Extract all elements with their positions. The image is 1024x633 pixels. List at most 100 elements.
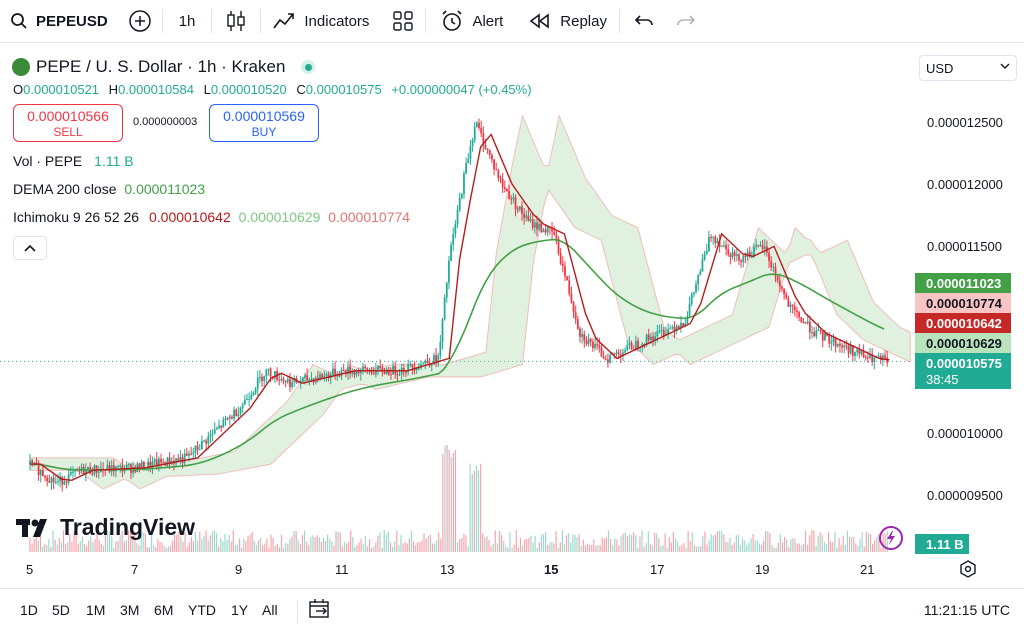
search-icon: [11, 13, 27, 29]
volume-bar: [876, 537, 878, 552]
volume-bar: [232, 530, 234, 552]
time-tick: 19: [755, 562, 770, 577]
candle-body: [54, 482, 57, 484]
candle-body: [261, 376, 263, 381]
range-1d[interactable]: 1D: [20, 602, 38, 618]
volume-bar: [568, 533, 570, 552]
volume-legend[interactable]: Vol · PEPE 1.11 B: [13, 153, 134, 169]
volume-bar: [291, 536, 293, 552]
candle-body: [188, 453, 190, 456]
candle-body: [310, 378, 313, 380]
volume-bar: [109, 532, 111, 552]
ichimoku-legend[interactable]: Ichimoku 9 26 52 26 0.000010642 0.000010…: [13, 209, 410, 225]
redo-button[interactable]: [668, 0, 704, 42]
axis-settings-icon[interactable]: [959, 560, 977, 578]
candle-body: [598, 345, 601, 348]
price-tick: 0.000012500: [927, 115, 1003, 130]
time-axis[interactable]: 5 7 9 11 13 15 17 19 21: [0, 558, 1024, 580]
candle-body: [533, 222, 536, 228]
candle-body: [576, 319, 579, 329]
candle-body: [841, 345, 843, 348]
range-all[interactable]: All: [262, 602, 278, 618]
candle-body: [796, 310, 798, 313]
tradingview-logo[interactable]: TradingView: [16, 514, 195, 541]
candle-body: [596, 343, 599, 346]
volume-bar: [614, 538, 616, 552]
volume-bar: [616, 539, 618, 552]
alert-button[interactable]: Alert: [426, 0, 517, 42]
lightning-button[interactable]: [879, 526, 903, 550]
layouts-button[interactable]: [381, 0, 425, 42]
volume-bar: [467, 546, 469, 552]
candle-body: [258, 376, 261, 378]
candle-body: [340, 369, 343, 377]
dema-legend[interactable]: DEMA 200 close 0.000011023: [13, 181, 205, 197]
symbol-search[interactable]: PEPEUSD: [0, 0, 118, 42]
sell-label: SELL: [53, 125, 83, 139]
candle-body: [869, 354, 871, 358]
price-chart[interactable]: [0, 0, 1024, 580]
volume-bar: [136, 543, 138, 552]
volume-bar: [461, 538, 463, 552]
candle-body: [707, 237, 710, 252]
candle-body: [91, 473, 94, 475]
volume-bar: [75, 532, 77, 552]
candle-body: [149, 461, 152, 468]
collapse-legend-button[interactable]: [13, 236, 47, 260]
candle-body: [546, 226, 549, 233]
range-5d[interactable]: 5D: [52, 602, 70, 618]
volume-bar: [844, 544, 846, 552]
volume-bar: [310, 536, 312, 552]
candle-body: [759, 245, 762, 247]
candle-body: [370, 370, 373, 374]
volume-bar: [343, 541, 345, 552]
volume-bar: [429, 534, 431, 552]
range-3m[interactable]: 3M: [120, 602, 140, 618]
candle-body: [417, 367, 420, 369]
volume-name: Vol · PEPE: [13, 153, 83, 169]
volume-bar: [647, 531, 649, 552]
candle-body: [254, 388, 257, 393]
candle-body: [168, 457, 171, 465]
candle-body: [753, 247, 755, 257]
chart-type-button[interactable]: [212, 0, 260, 42]
candle-body: [866, 357, 869, 359]
range-1y[interactable]: 1Y: [231, 602, 249, 618]
volume-bar: [480, 463, 482, 552]
candle-body: [770, 260, 773, 268]
indicators-button[interactable]: Indicators: [261, 0, 381, 42]
volume-bar: [626, 536, 628, 552]
volume-bar: [88, 540, 90, 552]
candle-body: [503, 187, 506, 189]
replay-button[interactable]: Replay: [517, 0, 619, 42]
sell-button[interactable]: 0.000010566 SELL: [13, 104, 123, 142]
candle-body: [699, 271, 702, 276]
interval-button[interactable]: 1h: [163, 0, 212, 42]
candle-body: [864, 356, 867, 358]
ichimoku-value-1: 0.000010642: [148, 209, 231, 225]
compare-button[interactable]: [118, 0, 162, 42]
volume-value: 1.11 B: [94, 153, 134, 169]
candle-body: [349, 366, 352, 374]
calendar-goto-icon[interactable]: [308, 598, 332, 620]
undo-button[interactable]: [620, 0, 668, 42]
range-6m[interactable]: 6M: [154, 602, 174, 618]
candle-body: [654, 336, 657, 340]
range-1m[interactable]: 1M: [86, 602, 106, 618]
candle-body: [607, 359, 609, 363]
candle-body: [471, 139, 474, 147]
currency-select[interactable]: USD: [919, 55, 1017, 81]
candle-body: [697, 275, 700, 285]
volume-bar: [83, 543, 86, 552]
range-ytd[interactable]: YTD: [188, 602, 216, 618]
volume-bar: [853, 537, 855, 552]
market-status-icon[interactable]: [301, 60, 316, 74]
buy-button[interactable]: 0.000010569 BUY: [209, 104, 319, 142]
volume-bar: [394, 541, 396, 552]
candle-body: [768, 252, 770, 261]
volume-bar: [589, 545, 591, 552]
candle-body: [602, 356, 605, 359]
candle-body: [847, 345, 850, 354]
utc-clock[interactable]: 11:21:15 UTC: [923, 602, 1010, 618]
volume-bar: [775, 547, 777, 552]
